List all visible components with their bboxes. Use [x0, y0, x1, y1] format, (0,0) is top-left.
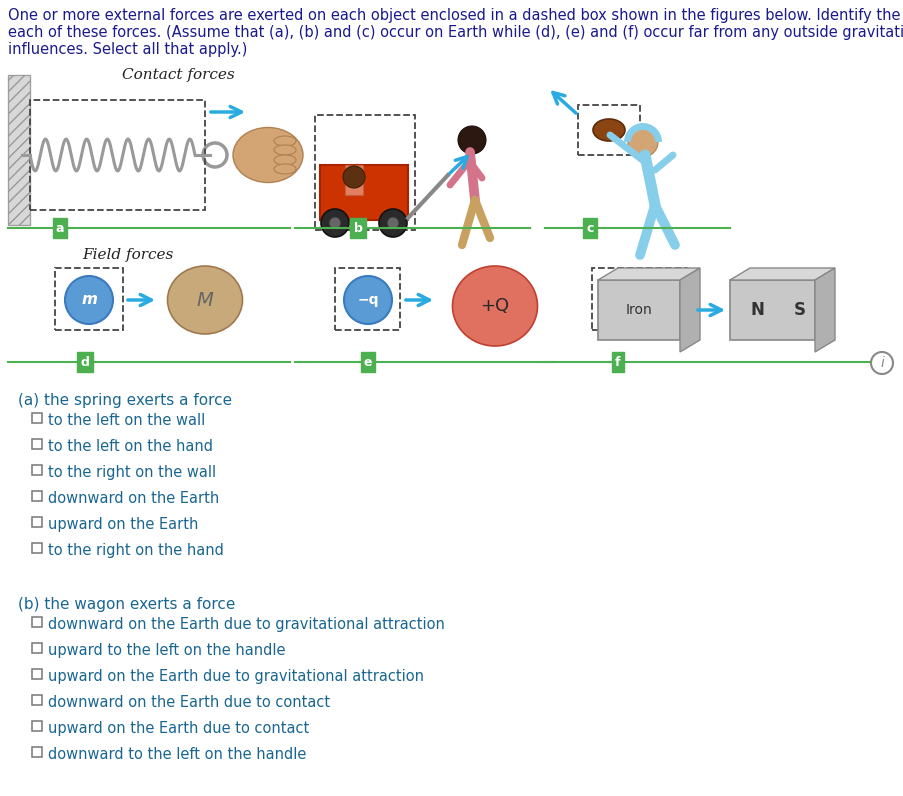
Text: downward on the Earth due to gravitational attraction: downward on the Earth due to gravitation… — [48, 617, 444, 632]
Circle shape — [344, 276, 392, 324]
Bar — [32, 617, 42, 627]
Text: N: N — [749, 301, 763, 319]
Text: (a) the spring exerts a force: (a) the spring exerts a force — [18, 393, 232, 408]
Text: m: m — [81, 292, 97, 307]
Text: f: f — [615, 356, 620, 369]
Text: upward on the Earth due to gravitational attraction: upward on the Earth due to gravitational… — [48, 669, 424, 684]
Bar — [32, 413, 42, 423]
Text: Iron: Iron — [625, 303, 652, 317]
Text: upward on the Earth due to contact: upward on the Earth due to contact — [48, 721, 309, 736]
Bar — [335, 268, 399, 330]
Text: influences. Select all that apply.): influences. Select all that apply.) — [8, 42, 247, 57]
Bar — [32, 643, 42, 653]
Circle shape — [329, 217, 340, 229]
Ellipse shape — [452, 266, 537, 346]
Bar — [32, 669, 42, 679]
Ellipse shape — [167, 266, 242, 334]
Bar — [32, 517, 42, 527]
Text: each of these forces. (Assume that (a), (b) and (c) occur on Earth while (d), (e: each of these forces. (Assume that (a), … — [8, 25, 903, 40]
Text: to the right on the hand: to the right on the hand — [48, 543, 224, 558]
Bar — [55, 268, 123, 330]
Text: (b) the wagon exerts a force: (b) the wagon exerts a force — [18, 597, 235, 612]
Bar — [320, 165, 407, 220]
Circle shape — [378, 209, 406, 237]
Text: +Q: +Q — [479, 297, 509, 315]
Text: downward to the left on the handle: downward to the left on the handle — [48, 747, 306, 762]
Bar — [32, 465, 42, 475]
Text: −q: −q — [357, 293, 378, 307]
Polygon shape — [679, 268, 699, 352]
Text: e: e — [363, 356, 372, 369]
Polygon shape — [598, 268, 699, 280]
Text: S: S — [793, 301, 805, 319]
Text: c: c — [586, 221, 593, 235]
Bar — [32, 491, 42, 501]
Bar — [32, 721, 42, 731]
Bar — [32, 439, 42, 449]
Ellipse shape — [233, 127, 303, 182]
Text: to the left on the wall: to the left on the wall — [48, 413, 205, 428]
Circle shape — [386, 217, 398, 229]
Text: downward on the Earth due to contact: downward on the Earth due to contact — [48, 695, 330, 710]
Text: Field forces: Field forces — [82, 248, 173, 262]
Circle shape — [342, 166, 365, 188]
Circle shape — [321, 209, 349, 237]
Bar — [598, 280, 679, 340]
Text: to the right on the wall: to the right on the wall — [48, 465, 216, 480]
Ellipse shape — [592, 119, 624, 141]
Text: i: i — [880, 356, 883, 370]
Bar — [30, 100, 205, 210]
Text: M: M — [196, 291, 213, 310]
Bar — [577, 105, 639, 155]
Bar — [8, 75, 30, 225]
Circle shape — [870, 352, 892, 374]
Circle shape — [628, 127, 657, 157]
Text: to the left on the hand: to the left on the hand — [48, 439, 213, 454]
Text: d: d — [80, 356, 89, 369]
Text: upward to the left on the handle: upward to the left on the handle — [48, 643, 285, 658]
Bar — [591, 268, 686, 330]
Text: downward on the Earth: downward on the Earth — [48, 491, 219, 506]
Text: One or more external forces are exerted on each object enclosed in a dashed box : One or more external forces are exerted … — [8, 8, 903, 23]
Circle shape — [65, 276, 113, 324]
Bar — [32, 543, 42, 553]
Circle shape — [458, 126, 486, 154]
Polygon shape — [815, 268, 834, 352]
Text: a: a — [56, 221, 64, 235]
Text: upward on the Earth: upward on the Earth — [48, 517, 198, 532]
Ellipse shape — [274, 164, 295, 174]
Ellipse shape — [274, 145, 295, 155]
Bar — [345, 165, 363, 195]
Polygon shape — [730, 268, 834, 280]
Bar — [314, 115, 414, 230]
Bar — [730, 280, 815, 340]
Text: b: b — [353, 221, 362, 235]
Bar — [8, 75, 30, 225]
Text: Contact forces: Contact forces — [122, 68, 234, 82]
Ellipse shape — [274, 136, 295, 146]
Bar — [32, 747, 42, 757]
Ellipse shape — [274, 155, 295, 165]
Bar — [32, 695, 42, 705]
